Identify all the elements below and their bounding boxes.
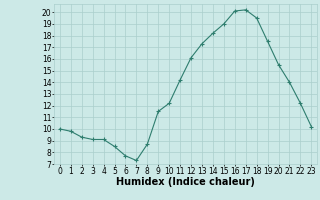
X-axis label: Humidex (Indice chaleur): Humidex (Indice chaleur) <box>116 177 255 187</box>
